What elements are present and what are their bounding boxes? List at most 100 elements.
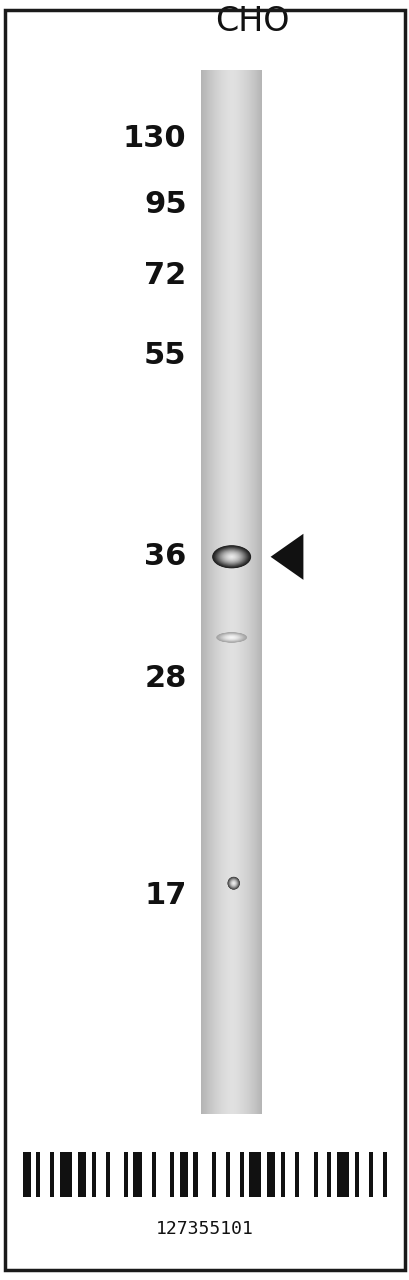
Bar bbox=[212, 70, 213, 1114]
Ellipse shape bbox=[228, 878, 238, 888]
Bar bbox=[368, 1152, 372, 1197]
Ellipse shape bbox=[229, 556, 234, 558]
Ellipse shape bbox=[231, 881, 236, 886]
Ellipse shape bbox=[218, 634, 244, 641]
Ellipse shape bbox=[217, 632, 245, 643]
Bar bbox=[245, 70, 246, 1114]
Bar bbox=[207, 70, 208, 1114]
Bar bbox=[260, 70, 261, 1114]
Ellipse shape bbox=[212, 545, 250, 568]
Ellipse shape bbox=[219, 549, 243, 564]
Bar bbox=[220, 70, 221, 1114]
Bar bbox=[250, 70, 251, 1114]
Ellipse shape bbox=[223, 635, 239, 640]
Ellipse shape bbox=[220, 634, 243, 641]
Ellipse shape bbox=[231, 881, 236, 886]
Bar bbox=[179, 1152, 187, 1197]
Bar bbox=[223, 70, 224, 1114]
Ellipse shape bbox=[221, 550, 241, 563]
Ellipse shape bbox=[229, 879, 237, 887]
Ellipse shape bbox=[217, 548, 245, 566]
Ellipse shape bbox=[228, 636, 234, 639]
Bar bbox=[204, 70, 205, 1114]
Bar bbox=[92, 1152, 96, 1197]
Bar bbox=[259, 70, 260, 1114]
Bar bbox=[78, 1152, 86, 1197]
Text: CHO: CHO bbox=[214, 5, 289, 38]
Text: 17: 17 bbox=[144, 882, 186, 910]
Ellipse shape bbox=[226, 554, 236, 559]
Ellipse shape bbox=[227, 636, 235, 639]
Ellipse shape bbox=[221, 634, 241, 641]
Ellipse shape bbox=[215, 548, 247, 566]
Bar bbox=[36, 1152, 40, 1197]
Bar bbox=[221, 70, 222, 1114]
Bar bbox=[203, 70, 204, 1114]
Ellipse shape bbox=[220, 550, 242, 563]
Ellipse shape bbox=[220, 634, 242, 641]
Ellipse shape bbox=[232, 882, 234, 884]
Bar bbox=[281, 1152, 285, 1197]
Ellipse shape bbox=[213, 547, 249, 567]
Ellipse shape bbox=[225, 635, 238, 640]
Bar bbox=[219, 70, 220, 1114]
Ellipse shape bbox=[218, 634, 244, 641]
Bar bbox=[216, 70, 217, 1114]
Ellipse shape bbox=[222, 552, 240, 562]
Bar bbox=[225, 70, 226, 1114]
Ellipse shape bbox=[222, 635, 240, 640]
Bar bbox=[251, 70, 252, 1114]
Bar bbox=[327, 1152, 330, 1197]
Ellipse shape bbox=[219, 634, 243, 641]
Ellipse shape bbox=[229, 556, 233, 558]
Polygon shape bbox=[270, 534, 303, 580]
Ellipse shape bbox=[228, 556, 234, 558]
Bar bbox=[202, 70, 203, 1114]
Ellipse shape bbox=[229, 878, 237, 888]
Bar bbox=[239, 70, 240, 1114]
Ellipse shape bbox=[227, 878, 239, 888]
Ellipse shape bbox=[229, 878, 238, 888]
Bar bbox=[253, 70, 254, 1114]
Bar bbox=[336, 1152, 348, 1197]
Bar bbox=[214, 70, 215, 1114]
Ellipse shape bbox=[223, 635, 239, 640]
Bar bbox=[59, 1152, 72, 1197]
Ellipse shape bbox=[228, 878, 238, 888]
Ellipse shape bbox=[212, 545, 250, 568]
Ellipse shape bbox=[225, 553, 237, 561]
Bar bbox=[206, 70, 207, 1114]
Ellipse shape bbox=[222, 635, 240, 640]
Ellipse shape bbox=[224, 635, 238, 640]
Ellipse shape bbox=[216, 548, 247, 566]
Ellipse shape bbox=[229, 636, 234, 639]
Bar bbox=[234, 70, 235, 1114]
Ellipse shape bbox=[216, 548, 246, 566]
Bar bbox=[242, 70, 243, 1114]
Bar bbox=[211, 1152, 216, 1197]
Ellipse shape bbox=[224, 553, 238, 561]
Ellipse shape bbox=[229, 878, 238, 888]
Bar bbox=[249, 70, 250, 1114]
Bar bbox=[229, 70, 230, 1114]
Ellipse shape bbox=[222, 552, 240, 562]
Ellipse shape bbox=[219, 550, 243, 563]
Ellipse shape bbox=[229, 556, 233, 558]
Bar bbox=[254, 70, 255, 1114]
Ellipse shape bbox=[214, 547, 248, 567]
Ellipse shape bbox=[224, 553, 238, 561]
Bar bbox=[217, 70, 218, 1114]
Ellipse shape bbox=[228, 636, 234, 639]
Ellipse shape bbox=[220, 550, 242, 563]
Bar bbox=[228, 70, 229, 1114]
Ellipse shape bbox=[231, 881, 236, 886]
Ellipse shape bbox=[221, 634, 241, 641]
Ellipse shape bbox=[228, 636, 234, 639]
Ellipse shape bbox=[232, 882, 234, 884]
Bar bbox=[224, 70, 225, 1114]
Bar bbox=[231, 70, 232, 1114]
Ellipse shape bbox=[230, 881, 236, 886]
Ellipse shape bbox=[217, 632, 245, 643]
Ellipse shape bbox=[215, 547, 247, 567]
Text: 72: 72 bbox=[144, 261, 186, 289]
